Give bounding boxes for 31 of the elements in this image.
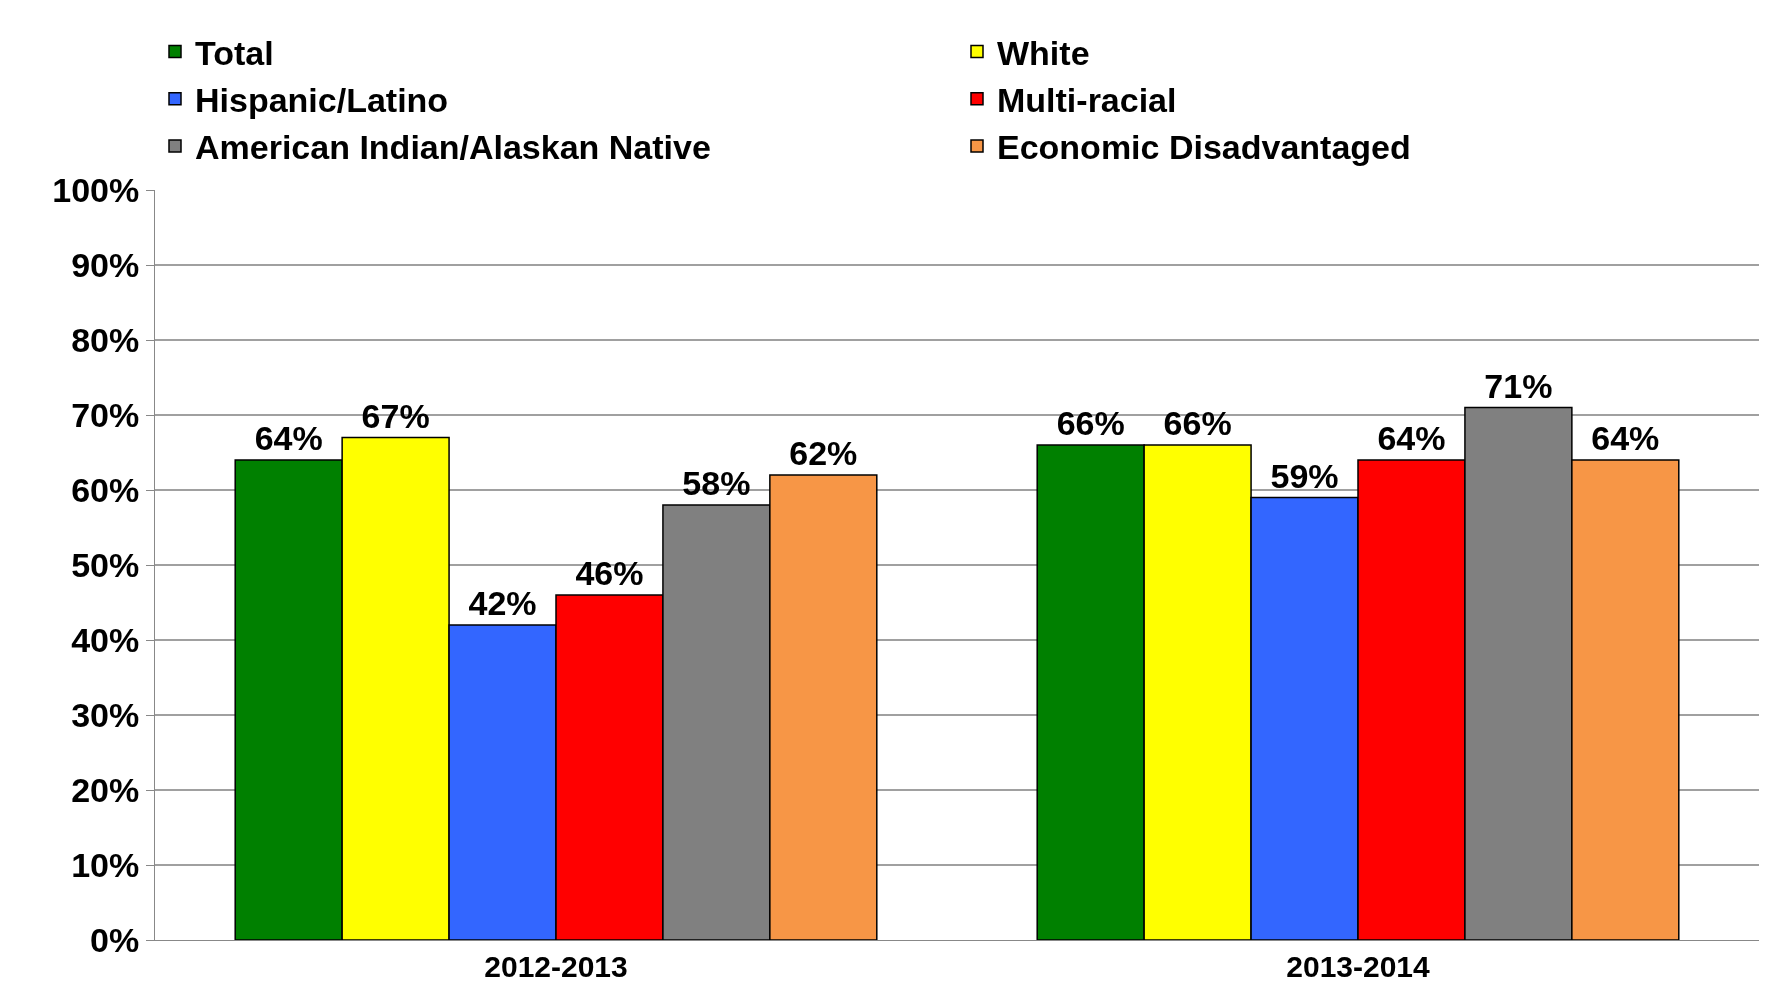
- y-tick-label: 0%: [90, 920, 140, 959]
- x-tick-label: 2012-2013: [484, 950, 628, 983]
- legend-label: American Indian/Alaskan Native: [195, 128, 711, 167]
- legend-label: White: [997, 33, 1090, 72]
- y-tick-label: 70%: [71, 395, 140, 434]
- data-label: 42%: [468, 584, 537, 622]
- data-label: 46%: [575, 554, 644, 592]
- data-label: 58%: [682, 464, 751, 502]
- legend-label: Hispanic/Latino: [195, 81, 449, 120]
- x-tick-label: 2013-2014: [1286, 950, 1431, 983]
- data-label: 64%: [1377, 419, 1446, 457]
- data-label: 66%: [1056, 404, 1125, 442]
- legend-label: Economic Disadvantaged: [997, 128, 1411, 167]
- y-tick-label: 10%: [71, 845, 140, 884]
- y-tick-label: 90%: [71, 245, 140, 284]
- y-tick-label: 50%: [71, 545, 140, 584]
- data-label: 64%: [254, 419, 323, 457]
- data-label: 66%: [1163, 404, 1232, 442]
- data-label: 59%: [1270, 456, 1339, 495]
- data-label: 62%: [789, 434, 858, 472]
- y-tick-label: 80%: [71, 320, 140, 359]
- legend-label: Multi-racial: [997, 81, 1177, 120]
- y-tick-label: 60%: [71, 470, 140, 509]
- y-tick-label: 40%: [71, 620, 140, 659]
- data-label: 67%: [361, 396, 430, 435]
- legend-label: Total: [195, 33, 274, 72]
- y-tick-label: 20%: [71, 770, 140, 809]
- y-tick-label: 30%: [71, 695, 140, 734]
- y-tick-label: 100%: [52, 170, 140, 209]
- data-label: 64%: [1591, 419, 1660, 457]
- data-label: 71%: [1484, 366, 1553, 405]
